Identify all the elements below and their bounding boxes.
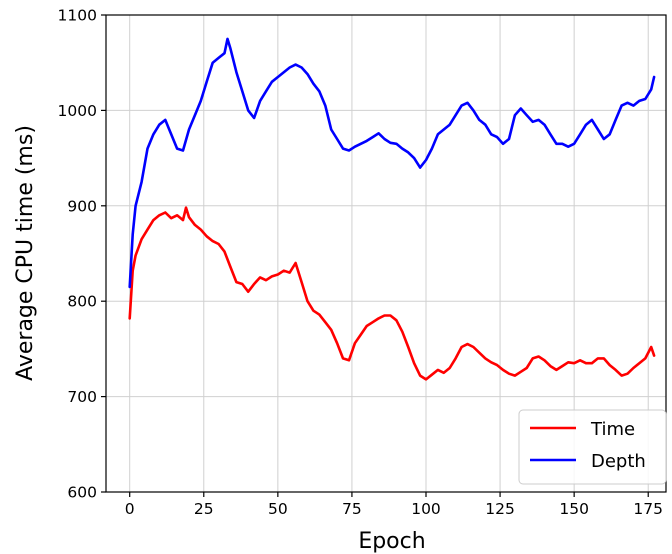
plot-frame xyxy=(105,14,667,493)
y-axis-label: Average CPU time (ms) xyxy=(13,125,38,381)
legend-label-depth: Depth xyxy=(591,451,646,472)
y-tick-label: 600 xyxy=(67,484,97,502)
series-line-depth xyxy=(128,37,656,289)
legend-label-time: Time xyxy=(590,419,635,440)
x-tick-label: 100 xyxy=(411,500,441,518)
series-line-time xyxy=(128,206,656,381)
series-lines xyxy=(128,37,656,381)
x-tick-label: 175 xyxy=(633,500,663,518)
x-tick-label: 50 xyxy=(268,500,288,518)
x-axis-label: Epoch xyxy=(358,529,425,554)
x-tick-label: 150 xyxy=(559,500,589,518)
y-tick-label: 700 xyxy=(67,388,97,406)
x-tick-label: 0 xyxy=(125,500,135,518)
y-tick-label: 1100 xyxy=(58,7,97,25)
x-tick-label: 25 xyxy=(194,500,214,518)
axis-ticks: 0 25 50 75 100 125 150 175 600 700 800 900 1000 1100 xyxy=(58,7,663,519)
legend: Time Depth xyxy=(518,409,667,485)
x-tick-label: 75 xyxy=(342,500,362,518)
x-tick-label: 125 xyxy=(485,500,515,518)
y-tick-label: 800 xyxy=(67,293,97,311)
y-tick-label: 900 xyxy=(67,197,97,215)
y-tick-label: 1000 xyxy=(58,102,97,120)
